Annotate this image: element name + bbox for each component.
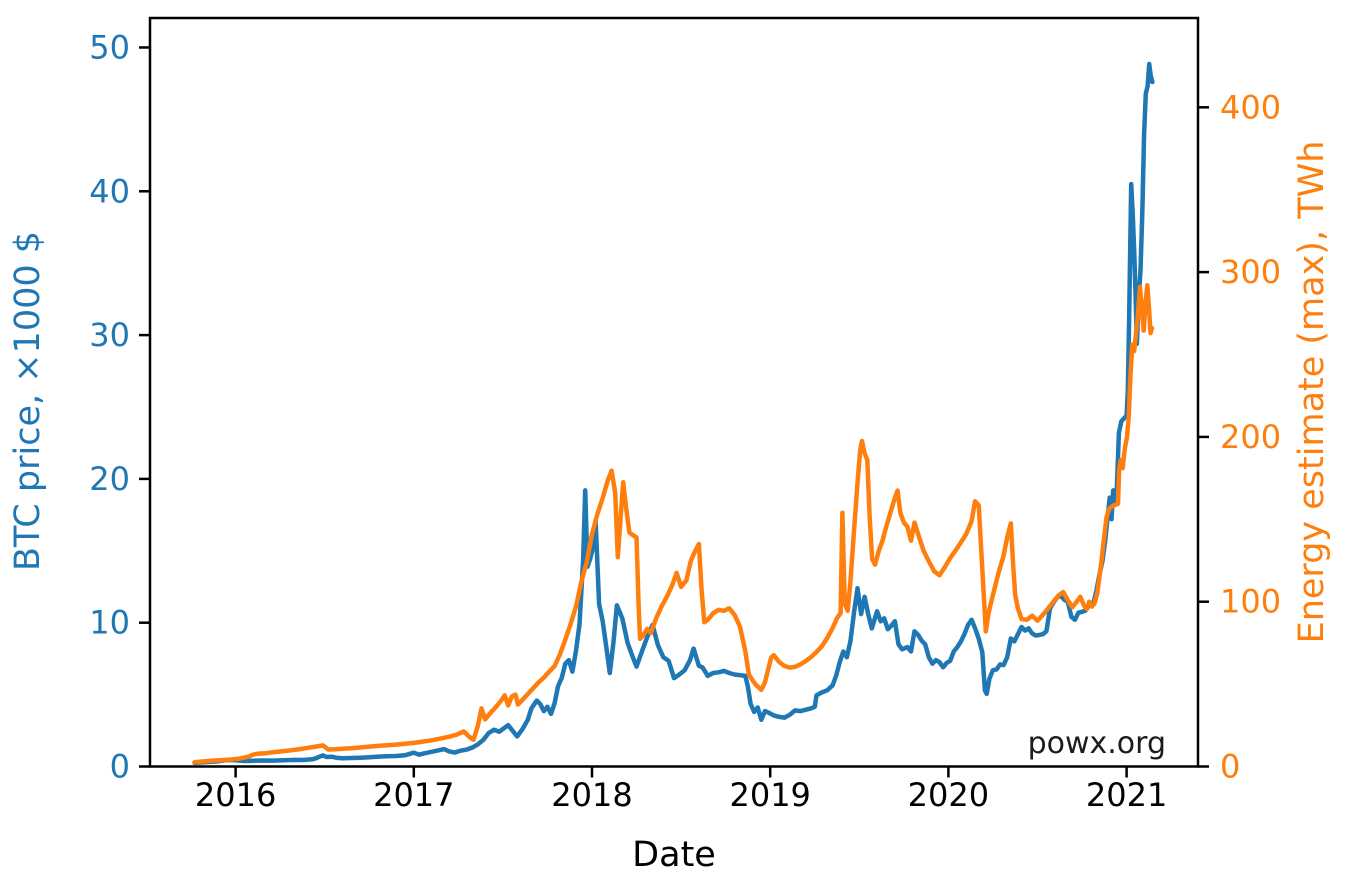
x-tick-label: 2018 xyxy=(551,776,632,814)
energy-estimate-line xyxy=(192,283,1155,765)
y-axis-label-right: Energy estimate (max), TWh xyxy=(1292,140,1332,644)
btc-price-line xyxy=(192,61,1155,766)
left-tick-label: 30 xyxy=(89,316,130,354)
left-tick-label: 40 xyxy=(89,172,130,210)
right-tick-label: 200 xyxy=(1220,418,1281,456)
plot-border xyxy=(148,16,1200,768)
x-axis-label: Date xyxy=(632,835,716,875)
x-tick-label: 2021 xyxy=(1086,776,1167,814)
right-tick-label: 100 xyxy=(1220,583,1281,621)
left-tick-label: 20 xyxy=(89,460,130,498)
right-tick-label: 300 xyxy=(1220,253,1281,291)
left-tick-label: 0 xyxy=(110,748,130,786)
right-tick-label: 0 xyxy=(1220,748,1240,786)
watermark-text: powx.org xyxy=(1027,726,1166,761)
right-tick-label: 400 xyxy=(1220,88,1281,126)
x-tick-label: 2020 xyxy=(908,776,989,814)
left-tick-label: 10 xyxy=(89,604,130,642)
y-axis-label-left: BTC price, ×1000 $ xyxy=(8,230,48,572)
x-tick-label: 2017 xyxy=(373,776,454,814)
x-tick-label: 2016 xyxy=(195,776,276,814)
x-tick-label: 2019 xyxy=(729,776,810,814)
left-tick-label: 50 xyxy=(89,28,130,66)
